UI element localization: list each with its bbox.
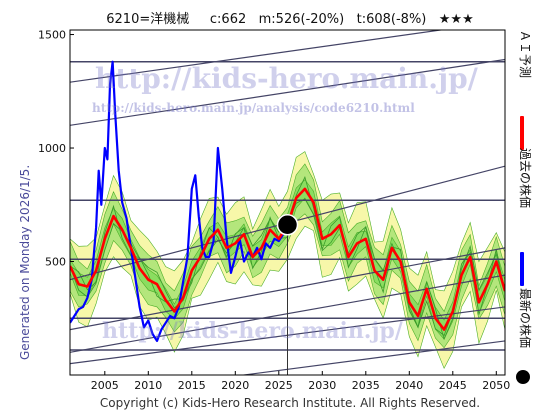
x-tick-label: 2015 <box>178 379 206 392</box>
x-tick-label: 2035 <box>352 379 380 392</box>
y-tick-label: 500 <box>45 256 66 269</box>
x-tick-label: 2005 <box>91 379 119 392</box>
legend-label-latest-price: 最新の株価 <box>518 288 532 349</box>
legend-item-ai-forecast: ＡＩ予測 <box>516 30 556 150</box>
x-tick-label: 2045 <box>439 379 467 392</box>
x-tick-label: 2010 <box>134 379 162 392</box>
legend-item-latest-price: 最新の株価 <box>516 288 556 398</box>
generated-label-container: Generated on Monday 2026/1/5. <box>18 30 38 360</box>
plot-area <box>70 30 505 375</box>
legend-label-past-price: 過去の株価 <box>518 148 532 209</box>
trend-line-0 <box>70 30 445 83</box>
x-tick-label: 2040 <box>395 379 423 392</box>
legend-swatch-ai-forecast <box>520 116 524 150</box>
legend: ＡＩ予測 過去の株価 最新の株価 <box>516 30 556 390</box>
y-tick-label: 1500 <box>38 29 66 42</box>
trend-line-1 <box>70 58 505 126</box>
x-tick-label: 2020 <box>221 379 249 392</box>
latest-price-marker <box>276 213 299 236</box>
plot-frame <box>69 29 506 376</box>
chart-title: 6210=洋機械 c:662 m:526(-20%) t:608(-8%) ★★… <box>106 12 474 27</box>
watermark-bottom: http://kids-hero.main.jp/ <box>102 318 403 344</box>
x-tick-label: 2025 <box>265 379 293 392</box>
legend-label-ai-forecast: ＡＩ予測 <box>518 30 532 79</box>
watermark-main: http://kids-hero.main.jp/ <box>95 62 478 95</box>
x-tick-label: 2050 <box>482 379 510 392</box>
generated-label: Generated on Monday 2026/1/5. <box>18 164 32 360</box>
y-tick-label: 1000 <box>38 142 66 155</box>
legend-swatch-past-price <box>520 252 524 286</box>
watermark-sub: http://kids-hero.main.jp/analysis/code62… <box>92 101 415 115</box>
legend-item-past-price: 過去の株価 <box>516 148 556 288</box>
copyright: Copyright (c) Kids-Hero Research Institu… <box>99 396 481 410</box>
series-past-price <box>70 60 289 343</box>
legend-dot-latest-price <box>516 370 530 384</box>
x-tick-label: 2030 <box>308 379 336 392</box>
